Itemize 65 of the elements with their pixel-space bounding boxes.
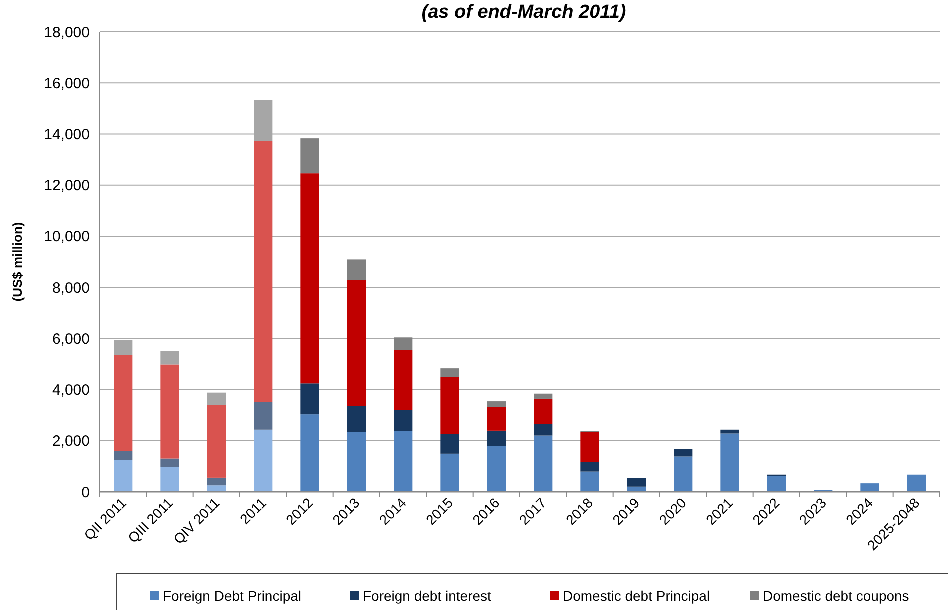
bar: [300, 384, 320, 415]
bar: [254, 141, 273, 402]
bar: [767, 476, 786, 492]
bar: [160, 467, 180, 492]
y-axis-title: (US$ million): [10, 222, 25, 302]
bar: [487, 430, 506, 446]
y-tick-label: 18,000: [44, 24, 90, 42]
bar: [674, 449, 693, 457]
bar: [907, 474, 926, 492]
bar: [534, 424, 553, 436]
legend-label: Foreign Debt Principal: [163, 588, 302, 604]
y-tick-label: 2,000: [52, 433, 90, 450]
y-tick-label: 8,000: [52, 280, 90, 297]
bar: [300, 174, 320, 384]
bar: [860, 484, 880, 492]
bar: [720, 430, 740, 434]
bar: [394, 350, 413, 410]
bar: [114, 460, 133, 492]
legend-label: Domestic debt coupons: [763, 588, 910, 604]
bar: [347, 280, 366, 406]
bar: [440, 434, 460, 454]
y-tick-label: 16,000: [44, 75, 90, 92]
legend-label: Domestic debt Principal: [563, 588, 710, 604]
bar: [347, 260, 366, 280]
bar: [114, 355, 133, 452]
bar: [394, 410, 413, 432]
bar: [440, 368, 460, 378]
bar: [347, 432, 366, 492]
bar: [160, 364, 180, 459]
bar: [534, 394, 553, 399]
bar: [207, 478, 226, 486]
bar: [674, 456, 693, 492]
bar: [440, 454, 460, 492]
bar: [394, 338, 413, 350]
bar: [300, 138, 320, 174]
bar: [207, 405, 226, 478]
bar: [580, 432, 600, 462]
bar: [394, 431, 413, 492]
bar: [347, 406, 366, 432]
bar: [160, 458, 180, 468]
y-tick-label: 4,000: [52, 382, 90, 400]
bar: [534, 398, 553, 424]
bar: [207, 392, 226, 406]
bar: [487, 407, 506, 431]
bar: [254, 402, 273, 430]
y-tick-label: 14,000: [44, 126, 90, 144]
bar: [440, 377, 460, 434]
y-tick-label: 0: [82, 484, 90, 502]
y-tick-label: 10,000: [44, 228, 90, 246]
bar: [580, 462, 600, 472]
bar: [487, 446, 506, 492]
bar: [207, 486, 226, 492]
bar: [720, 434, 740, 492]
bar: [487, 402, 506, 408]
bar: [254, 430, 273, 492]
bar: [534, 436, 553, 492]
chart-subtitle: (as of end-March 2011): [422, 2, 626, 23]
bar: [627, 478, 646, 487]
bar: [160, 351, 180, 365]
y-tick-label: 6,000: [52, 330, 90, 348]
bar: [580, 472, 600, 492]
legend-label: Foreign debt interest: [363, 588, 492, 604]
bar: [300, 414, 320, 492]
bar: [114, 451, 133, 460]
y-tick-label: 12,000: [44, 178, 90, 195]
